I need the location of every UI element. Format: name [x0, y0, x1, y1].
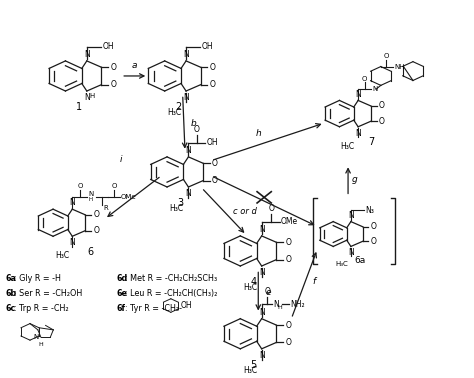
Text: 5: 5 — [250, 360, 256, 370]
Text: N: N — [185, 146, 191, 155]
Text: H₃C: H₃C — [243, 283, 257, 292]
Text: H: H — [89, 93, 94, 99]
Text: 6b: 6b — [5, 288, 17, 297]
Text: OH: OH — [102, 42, 114, 51]
Text: N: N — [259, 308, 264, 317]
Text: H₃C: H₃C — [243, 366, 257, 375]
Text: O: O — [110, 80, 116, 89]
Text: O: O — [384, 53, 389, 59]
Text: O: O — [194, 125, 200, 134]
Text: OH: OH — [181, 301, 192, 310]
Text: O: O — [77, 183, 82, 189]
Text: N: N — [259, 351, 264, 360]
Text: 6f: 6f — [117, 304, 126, 313]
Text: 6: 6 — [87, 247, 93, 257]
Text: 3: 3 — [177, 198, 183, 208]
Text: O: O — [285, 255, 291, 264]
Text: 2: 2 — [175, 102, 181, 112]
Text: NH: NH — [394, 64, 404, 70]
Text: : Leu R = -CH₂CH(CH₃)₂: : Leu R = -CH₂CH(CH₃)₂ — [125, 288, 218, 297]
Text: N: N — [185, 189, 191, 198]
Text: b: b — [190, 119, 196, 129]
Text: 6a: 6a — [5, 274, 17, 282]
Text: O: O — [285, 338, 291, 347]
Text: N: N — [88, 191, 93, 197]
Text: i: i — [120, 155, 122, 164]
Text: O: O — [110, 63, 116, 72]
Text: O: O — [362, 76, 367, 82]
Text: 6c: 6c — [5, 304, 16, 313]
Text: O: O — [264, 287, 270, 296]
Text: h: h — [255, 129, 261, 138]
Text: O: O — [94, 211, 100, 219]
Text: O: O — [210, 80, 216, 89]
Text: O: O — [111, 183, 117, 189]
Text: O: O — [379, 117, 385, 126]
Text: O: O — [212, 176, 218, 185]
Text: : Ser R = -CH₂OH: : Ser R = -CH₂OH — [14, 288, 82, 297]
Text: O: O — [285, 238, 291, 247]
Text: : Trp R = -CH₂: : Trp R = -CH₂ — [14, 304, 69, 313]
Text: 6d: 6d — [117, 274, 128, 282]
Text: c or d: c or d — [233, 207, 256, 216]
Text: H₃C: H₃C — [335, 261, 348, 267]
Text: O: O — [268, 204, 274, 213]
Text: N: N — [183, 50, 189, 59]
Text: N: N — [259, 268, 264, 277]
Text: O: O — [285, 321, 291, 330]
Text: N: N — [348, 248, 354, 257]
Text: H: H — [38, 342, 43, 347]
Text: N: N — [355, 129, 361, 138]
Text: N: N — [355, 90, 361, 99]
Text: f: f — [313, 277, 316, 285]
Text: N₃: N₃ — [365, 206, 374, 215]
Text: : Gly R = -H: : Gly R = -H — [14, 274, 61, 282]
Text: N: N — [259, 225, 264, 234]
Text: O: O — [371, 222, 376, 231]
Text: O: O — [212, 159, 218, 168]
Text: 4: 4 — [250, 277, 256, 287]
Text: H₃C: H₃C — [55, 251, 69, 260]
Text: 1: 1 — [76, 102, 82, 112]
Text: H₃C: H₃C — [170, 204, 183, 213]
Text: N: N — [33, 335, 38, 341]
Text: e: e — [266, 288, 271, 297]
Text: H₃C: H₃C — [341, 142, 355, 151]
Text: OMe: OMe — [120, 194, 136, 200]
Text: N: N — [84, 93, 90, 102]
Text: 6a: 6a — [354, 256, 365, 265]
Text: : Tyr R = -CH₂-: : Tyr R = -CH₂- — [125, 304, 182, 313]
Text: H: H — [277, 305, 282, 310]
Text: OH: OH — [201, 42, 213, 51]
Text: N: N — [273, 300, 279, 309]
Text: N: N — [348, 211, 354, 220]
Text: N: N — [183, 93, 189, 102]
Text: O: O — [94, 226, 100, 235]
Text: O: O — [371, 237, 376, 246]
Text: N: N — [69, 198, 75, 207]
Text: H₃C: H₃C — [167, 108, 181, 117]
Text: OH: OH — [206, 138, 218, 147]
Text: g: g — [352, 175, 357, 184]
Text: H: H — [88, 197, 92, 202]
Text: N: N — [69, 238, 75, 247]
Text: NH₂: NH₂ — [291, 300, 305, 309]
Text: a: a — [132, 61, 137, 70]
Text: N: N — [84, 50, 90, 59]
Text: : Met R = -CH₂CH₂SCH₃: : Met R = -CH₂CH₂SCH₃ — [125, 274, 217, 282]
Text: 7: 7 — [369, 137, 375, 147]
Text: R: R — [103, 205, 108, 211]
Text: 6e: 6e — [117, 288, 128, 297]
Text: N: N — [372, 86, 378, 92]
Text: OMe: OMe — [281, 217, 298, 226]
Text: O: O — [210, 63, 216, 72]
Text: O: O — [379, 101, 385, 110]
